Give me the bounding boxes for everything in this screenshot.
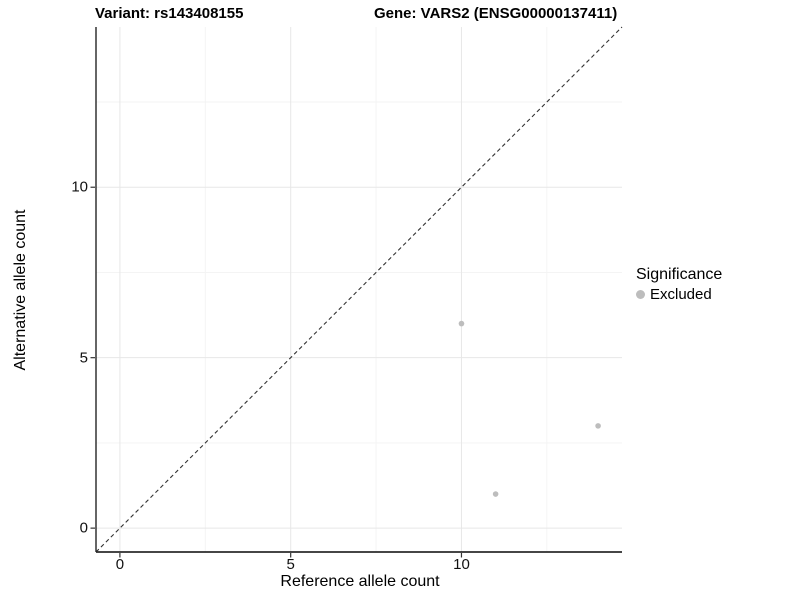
data-point — [458, 320, 465, 327]
data-point — [492, 491, 499, 497]
legend-item-excluded: Excluded — [636, 286, 722, 303]
gene-title: Gene: VARS2 (ENSG00000137411) — [374, 5, 618, 22]
x-tick-label: 5 — [286, 556, 295, 573]
y-axis-title: Alternative allele count — [12, 209, 29, 371]
legend-item-label: Excluded — [650, 286, 712, 303]
excluded-point-icon — [636, 290, 645, 299]
y-tick-label: 5 — [79, 349, 88, 367]
legend: Significance Excluded — [636, 266, 722, 303]
y-tick-label: 0 — [79, 519, 88, 537]
identity-dashed-line — [95, 26, 623, 553]
x-tick-label: 0 — [115, 556, 125, 573]
variant-title: Variant: rs143408155 — [95, 5, 244, 22]
data-point — [595, 423, 601, 429]
x-tick-label: 10 — [453, 556, 470, 573]
legend-title: Significance — [636, 266, 723, 283]
x-axis-title: Reference allele count — [280, 573, 440, 590]
y-tick-label: 10 — [71, 178, 88, 196]
